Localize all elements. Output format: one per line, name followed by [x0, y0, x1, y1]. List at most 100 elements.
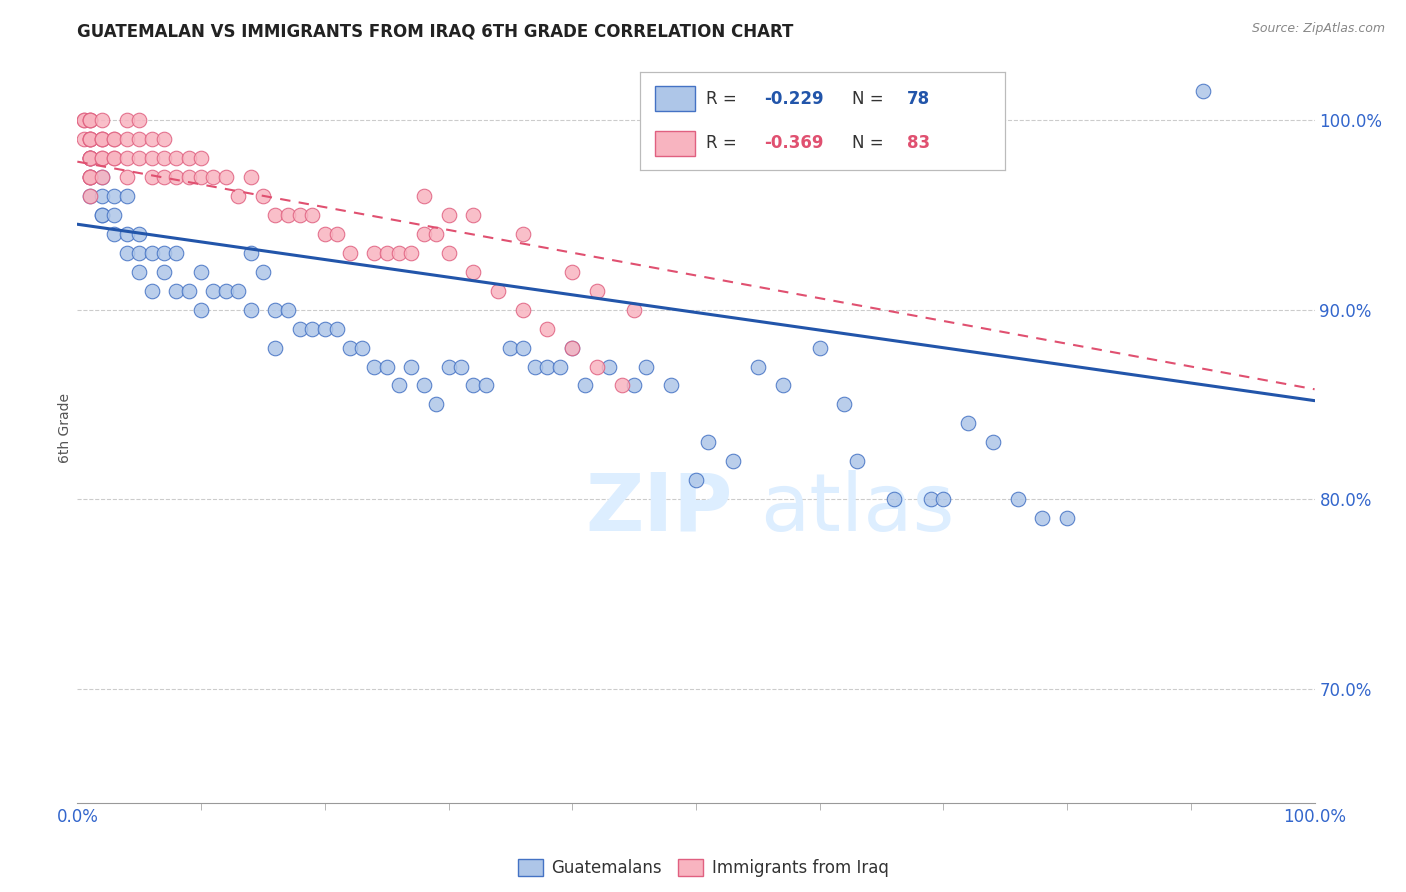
Point — [524, 359, 547, 374]
Point — [79, 132, 101, 146]
Point — [141, 132, 163, 146]
Point — [388, 378, 411, 392]
Point — [79, 188, 101, 202]
Point — [512, 227, 534, 241]
Point — [115, 132, 138, 146]
Point — [920, 492, 942, 507]
Point — [141, 245, 163, 260]
Point — [91, 188, 114, 202]
Point — [339, 245, 361, 260]
Point — [437, 208, 460, 222]
Point — [499, 341, 522, 355]
Point — [548, 359, 571, 374]
Point — [79, 169, 101, 184]
Point — [79, 112, 101, 127]
Point — [226, 284, 249, 298]
Text: atlas: atlas — [759, 470, 955, 548]
Point — [141, 284, 163, 298]
Point — [165, 169, 187, 184]
Point — [103, 132, 125, 146]
Point — [128, 151, 150, 165]
Legend: Guatemalans, Immigrants from Iraq: Guatemalans, Immigrants from Iraq — [510, 852, 896, 884]
Point — [808, 341, 831, 355]
Point — [165, 151, 187, 165]
Point — [79, 132, 101, 146]
Point — [79, 151, 101, 165]
Point — [72, 112, 94, 127]
Point — [363, 359, 385, 374]
Point — [79, 151, 101, 165]
Point — [512, 302, 534, 317]
Point — [115, 169, 138, 184]
Point — [437, 359, 460, 374]
Point — [586, 359, 609, 374]
Point — [425, 397, 447, 411]
Point — [226, 188, 249, 202]
Point — [103, 188, 125, 202]
Point — [598, 359, 620, 374]
Point — [401, 359, 423, 374]
Point — [79, 132, 101, 146]
Point — [103, 151, 125, 165]
Point — [128, 132, 150, 146]
Point — [79, 169, 101, 184]
Point — [91, 169, 114, 184]
Point — [79, 169, 101, 184]
Point — [103, 151, 125, 165]
Point — [288, 208, 311, 222]
Point — [463, 265, 485, 279]
Point — [437, 245, 460, 260]
Point — [412, 188, 434, 202]
Point — [115, 188, 138, 202]
Point — [153, 151, 176, 165]
Point — [463, 378, 485, 392]
Point — [363, 245, 385, 260]
Point — [91, 169, 114, 184]
Point — [252, 188, 274, 202]
Point — [486, 284, 509, 298]
Point — [834, 397, 856, 411]
Point — [1031, 511, 1053, 525]
Point — [561, 341, 583, 355]
Point — [932, 492, 955, 507]
Y-axis label: 6th Grade: 6th Grade — [58, 393, 72, 463]
Point — [79, 112, 101, 127]
Point — [277, 302, 299, 317]
Point — [536, 359, 558, 374]
Point — [91, 208, 114, 222]
Point — [79, 151, 101, 165]
Point — [957, 417, 980, 431]
Point — [72, 132, 94, 146]
Point — [239, 302, 262, 317]
Point — [375, 245, 398, 260]
Point — [561, 265, 583, 279]
Text: GUATEMALAN VS IMMIGRANTS FROM IRAQ 6TH GRADE CORRELATION CHART: GUATEMALAN VS IMMIGRANTS FROM IRAQ 6TH G… — [77, 23, 794, 41]
Point — [91, 132, 114, 146]
Point — [190, 265, 212, 279]
Point — [1056, 511, 1078, 525]
Point — [153, 245, 176, 260]
Point — [326, 321, 349, 335]
Text: ZIP: ZIP — [585, 470, 733, 548]
Point — [103, 227, 125, 241]
Point — [536, 321, 558, 335]
Point — [115, 112, 138, 127]
Point — [141, 151, 163, 165]
Point — [623, 378, 645, 392]
Point — [215, 169, 238, 184]
Point — [412, 227, 434, 241]
Point — [697, 435, 720, 450]
Point — [165, 284, 187, 298]
Point — [91, 151, 114, 165]
Point — [91, 151, 114, 165]
Point — [141, 169, 163, 184]
Point — [981, 435, 1004, 450]
Point — [79, 188, 101, 202]
Point — [252, 265, 274, 279]
Point — [659, 378, 682, 392]
Point — [190, 151, 212, 165]
Point — [202, 169, 225, 184]
Point — [177, 284, 200, 298]
Point — [128, 245, 150, 260]
Point — [425, 227, 447, 241]
